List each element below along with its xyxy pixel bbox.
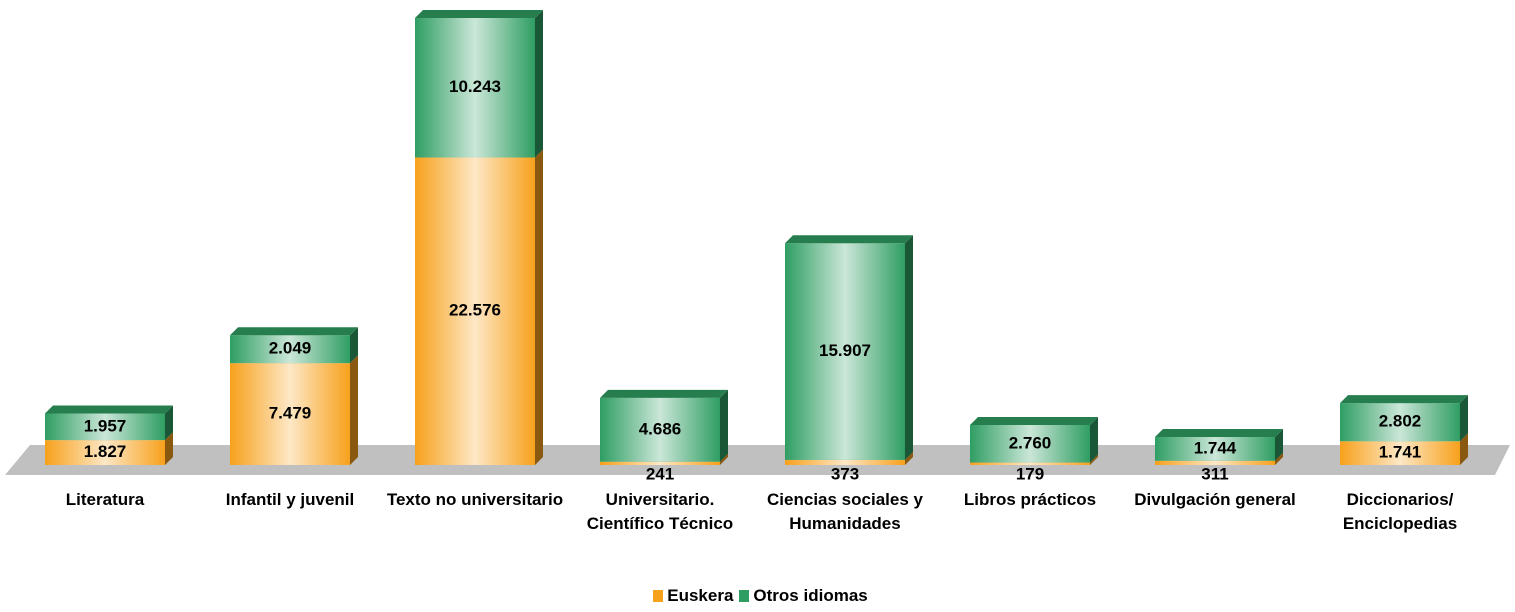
bar-top bbox=[230, 327, 358, 336]
bar-side bbox=[1275, 429, 1283, 461]
legend-label: Otros idiomas bbox=[753, 586, 868, 605]
bar-side bbox=[905, 235, 913, 460]
bar-side bbox=[1090, 416, 1098, 463]
bar-side bbox=[165, 432, 173, 465]
bar-shine bbox=[600, 461, 720, 465]
legend-label: Euskera bbox=[667, 586, 734, 605]
value-label: 373 bbox=[831, 464, 859, 483]
bar-shine bbox=[415, 18, 535, 158]
bar-top bbox=[600, 389, 728, 398]
x-tick-label: Texto no universitario bbox=[386, 490, 564, 509]
bar-side bbox=[720, 453, 728, 465]
bar-side bbox=[905, 451, 913, 465]
bar-top bbox=[1340, 395, 1468, 404]
legend-swatch bbox=[653, 590, 664, 602]
value-label: 7.479 bbox=[269, 404, 312, 423]
x-tick-label: Divulgación general bbox=[1134, 490, 1296, 509]
bar-side bbox=[720, 389, 728, 462]
bar-shine bbox=[970, 424, 1090, 463]
value-label: 311 bbox=[1201, 464, 1228, 483]
value-label: 10.243 bbox=[449, 77, 501, 96]
bar-top bbox=[970, 416, 1098, 425]
bar-side bbox=[350, 355, 358, 465]
bar-shine bbox=[1155, 460, 1275, 465]
bar-top bbox=[415, 10, 543, 18]
value-label: 22.576 bbox=[449, 301, 501, 320]
bar-shine bbox=[230, 335, 350, 364]
bar-shine bbox=[1340, 441, 1460, 465]
bar-top bbox=[45, 405, 173, 414]
bar-shine bbox=[785, 243, 905, 460]
bar-top bbox=[785, 235, 913, 244]
bar-shine bbox=[1155, 437, 1275, 461]
legend: Euskera Otros idiomas bbox=[0, 586, 1515, 606]
bar-side bbox=[1275, 452, 1283, 465]
value-label: 241 bbox=[646, 464, 674, 483]
x-tick-label: Ciencias sociales y Humanidades bbox=[767, 490, 923, 533]
value-label: 1.957 bbox=[84, 416, 127, 435]
bar-side bbox=[1460, 433, 1468, 465]
x-tick-label: Universitario. Científico Técnico bbox=[586, 490, 734, 533]
bar-shine bbox=[45, 440, 165, 465]
bar-shine bbox=[415, 157, 535, 465]
bar-top bbox=[1155, 429, 1283, 438]
bar-shine bbox=[600, 397, 720, 462]
bar-side bbox=[165, 405, 173, 441]
value-label: 4.686 bbox=[639, 419, 682, 438]
bar-shine bbox=[230, 363, 350, 465]
value-label: 179 bbox=[1016, 464, 1044, 483]
bar-side bbox=[535, 10, 543, 158]
floor bbox=[5, 445, 1510, 475]
value-label: 1.827 bbox=[84, 442, 127, 461]
bar-shine bbox=[785, 459, 905, 465]
bar-shine bbox=[970, 462, 1090, 465]
x-tick-label: Libros prácticos bbox=[963, 490, 1097, 509]
bar-side bbox=[1460, 395, 1468, 442]
value-label: 1.741 bbox=[1379, 443, 1422, 462]
value-label: 1.744 bbox=[1194, 438, 1237, 457]
x-tick-label: Diccionarios/ Enciclopedias bbox=[1342, 490, 1458, 533]
bar-shine bbox=[1340, 403, 1460, 442]
value-label: 15.907 bbox=[819, 341, 871, 360]
value-label: 2.802 bbox=[1379, 412, 1422, 431]
x-tick-label: Infantil y juvenil bbox=[225, 490, 355, 509]
legend-swatch bbox=[739, 590, 750, 602]
bar-side bbox=[350, 327, 358, 364]
bar-shine bbox=[45, 413, 165, 441]
value-label: 2.760 bbox=[1009, 433, 1052, 452]
bar-side bbox=[1090, 454, 1098, 465]
value-label: 2.049 bbox=[269, 339, 312, 358]
x-tick-label: Literatura bbox=[65, 490, 145, 509]
bar-side bbox=[535, 149, 543, 465]
